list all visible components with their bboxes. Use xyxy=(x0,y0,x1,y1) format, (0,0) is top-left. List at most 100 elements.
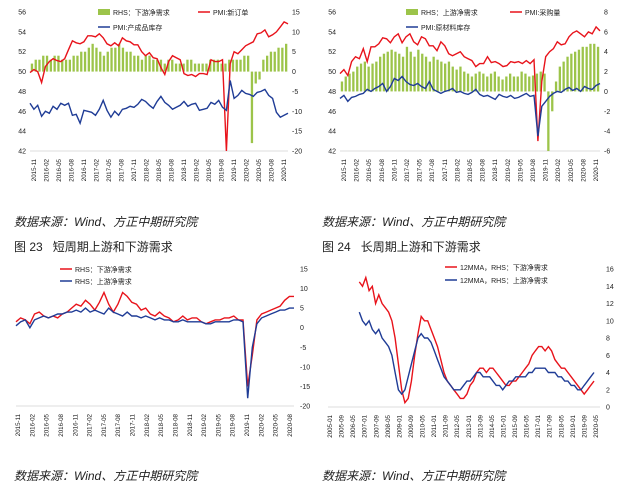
bar-mark xyxy=(205,63,208,72)
bar-mark xyxy=(266,55,269,72)
legend-label: PMI:采购量 xyxy=(525,8,560,17)
x-tick-label: 2019-02 xyxy=(505,158,512,181)
x-tick-label: 2011-09 xyxy=(443,414,450,437)
bar-mark xyxy=(405,46,409,92)
x-tick-label: 2017-05 xyxy=(106,158,113,181)
x-tick-label: 2016-02 xyxy=(354,158,361,181)
source-note-4: 数据来源：Wind、方正中期研究院 xyxy=(322,469,506,483)
bar-mark xyxy=(516,76,519,92)
x-tick-label: 2015-09 xyxy=(512,414,519,437)
bar-mark xyxy=(501,79,504,92)
x-tick-label: 2018-02 xyxy=(454,158,461,181)
bar-mark xyxy=(413,56,416,92)
y-tick-label: -15 xyxy=(300,384,310,391)
bar-mark xyxy=(163,63,166,72)
x-tick-label: 2020-05 xyxy=(568,158,575,181)
figure-caption-23: 图 23 短周期上游和下游需求 xyxy=(14,238,173,255)
bar-mark xyxy=(102,55,106,72)
bar-mark xyxy=(83,51,87,72)
bar-mark xyxy=(110,47,113,72)
legend-swatch-bar xyxy=(98,9,110,15)
x-tick-label: 2020-02 xyxy=(258,413,265,436)
bar-mark xyxy=(250,71,254,144)
x-tick-label: 2017-11 xyxy=(442,158,449,181)
x-tick-label: 2008-05 xyxy=(385,414,392,437)
x-tick-label: 2016-05 xyxy=(56,158,63,181)
x-tick-label: 2018-11 xyxy=(187,413,194,436)
x-tick-label: 2016-05 xyxy=(44,413,51,436)
x-tick-label: 2016-02 xyxy=(44,158,51,181)
series-line-red xyxy=(339,25,601,142)
bar-mark xyxy=(243,55,246,72)
bar-mark xyxy=(231,59,235,72)
bar-mark xyxy=(30,63,34,72)
x-tick-label: 2019-09 xyxy=(581,414,588,437)
y-left-tick-label: 54 xyxy=(18,29,26,36)
bar-mark xyxy=(478,71,481,92)
legend-label: 12MMA，RHS：下游净需求 xyxy=(460,263,548,272)
bar-mark xyxy=(398,53,401,92)
bar-mark xyxy=(61,59,64,72)
y-left-tick-label: 48 xyxy=(18,89,26,96)
source-note-3: 数据来源：Wind、方正中期研究院 xyxy=(14,469,198,483)
bar-mark xyxy=(585,46,588,92)
bar-mark xyxy=(562,61,565,92)
figure-title: 长周期上游和下游需求 xyxy=(360,240,481,254)
x-tick-label: 2017-08 xyxy=(429,158,436,181)
x-tick-label: 2020-02 xyxy=(555,158,562,181)
bar-mark xyxy=(277,47,280,72)
x-tick-label: 2018-11 xyxy=(492,158,499,181)
y-right-tick-label: 2 xyxy=(604,69,608,76)
x-tick-label: 2019-11 xyxy=(244,413,251,436)
y-tick-label: 0 xyxy=(606,405,610,412)
series-line-red xyxy=(29,21,289,152)
x-tick-label: 2009-01 xyxy=(396,414,403,437)
bar-mark xyxy=(352,71,355,92)
x-tick-label: 2018-08 xyxy=(480,158,487,181)
x-tick-label: 2017-02 xyxy=(87,413,94,436)
figure-label: 图 23 xyxy=(14,240,43,254)
x-tick-label: 2018-11 xyxy=(181,158,188,181)
y-left-tick-label: 42 xyxy=(328,149,336,156)
bar-mark xyxy=(99,51,102,72)
bar-mark xyxy=(447,61,451,92)
legend-label: PMI:产成品库存 xyxy=(113,23,162,32)
x-tick-label: 2016-11 xyxy=(391,158,398,181)
bar-mark xyxy=(190,59,193,72)
series-line-blue xyxy=(29,80,289,126)
bar-mark xyxy=(197,63,200,72)
bar-mark xyxy=(340,81,344,92)
bar-mark xyxy=(53,55,56,72)
y-right-tick-label: 5 xyxy=(292,49,296,56)
bar-mark xyxy=(152,59,155,72)
y-left-tick-label: 46 xyxy=(18,109,26,116)
bar-mark xyxy=(497,76,500,92)
x-tick-label: 2016-02 xyxy=(29,413,36,436)
bar-mark xyxy=(428,61,431,92)
x-tick-label: 2016-11 xyxy=(81,158,88,181)
x-tick-label: 2017-09 xyxy=(547,414,554,437)
bar-mark xyxy=(401,56,405,92)
bar-mark xyxy=(512,76,516,92)
bar-mark xyxy=(118,43,121,72)
bar-mark xyxy=(509,73,512,92)
bar-mark xyxy=(114,47,117,72)
y-tick-label: -5 xyxy=(300,345,306,352)
x-tick-label: 2015-01 xyxy=(500,414,507,437)
y-right-tick-label: 15 xyxy=(292,10,300,17)
y-left-tick-label: 56 xyxy=(18,10,26,17)
x-tick-label: 2020-05 xyxy=(593,414,600,437)
bar-mark xyxy=(38,59,41,72)
bar-mark xyxy=(80,51,83,72)
bar-mark xyxy=(212,59,216,72)
x-tick-label: 2018-08 xyxy=(172,413,179,436)
bar-mark xyxy=(421,53,424,92)
bar-mark xyxy=(182,63,185,72)
y-left-tick-label: 50 xyxy=(18,69,26,76)
y-tick-label: 2 xyxy=(606,387,610,394)
chart-long-cycle-demand: 16 14 12 10 8 6 4 2 0 2005-01 2005-09 2006-05 2007-0… xyxy=(327,263,614,438)
x-tick-label: 2017-08 xyxy=(115,413,122,436)
bar-mark xyxy=(493,71,496,92)
series-line-blue xyxy=(339,75,601,137)
